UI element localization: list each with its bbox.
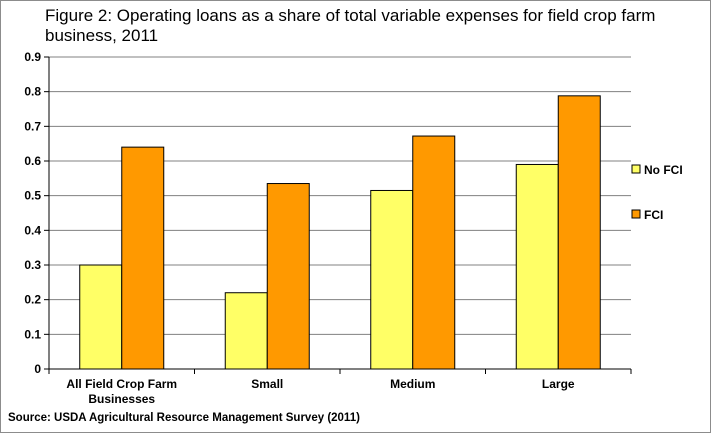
- y-tick-label: 0.8: [24, 85, 41, 99]
- source-note: Source: USDA Agricultural Resource Manag…: [8, 412, 360, 424]
- x-category-labels: All Field Crop Farm Businesses Small Medium…: [66, 377, 575, 406]
- y-tick-label: 0: [34, 362, 41, 376]
- bar: [557, 95, 601, 370]
- x-category-label-line: Medium: [390, 377, 435, 391]
- legend-label: No FCI: [644, 163, 683, 177]
- y-tick-label: 0.5: [24, 189, 41, 203]
- y-tick-label: 0.7: [24, 119, 41, 133]
- y-tick-labels: 0 0.1 0.2 0.3 0.4 0.5 0.6 0.7 0.8 0.9: [24, 50, 41, 376]
- y-tick-label: 0.9: [24, 50, 41, 64]
- x-category-label: Small: [251, 377, 283, 391]
- bars: [79, 95, 601, 370]
- legend: No FCI FCI: [631, 163, 683, 222]
- x-category-label-line: Small: [251, 377, 283, 391]
- axes: [44, 56, 632, 374]
- bar: [121, 146, 165, 370]
- x-category-label-line: Businesses: [88, 392, 155, 406]
- bar: [515, 163, 559, 370]
- x-category-label-line: All Field Crop Farm: [66, 377, 177, 391]
- bar: [79, 264, 123, 370]
- y-tick-label: 0.6: [24, 154, 41, 168]
- chart-title: Figure 2: Operating loans as a share of …: [45, 6, 656, 45]
- legend-swatch: [631, 164, 641, 174]
- legend-label: FCI: [644, 208, 663, 222]
- y-tick-label: 0.4: [24, 223, 41, 237]
- x-category-label: Medium: [390, 377, 435, 391]
- y-tick-label: 0.1: [24, 327, 41, 341]
- bar: [266, 183, 310, 370]
- x-category-label-line: Large: [542, 377, 575, 391]
- y-tick-label: 0.2: [24, 293, 41, 307]
- bar: [224, 292, 268, 370]
- bar: [412, 135, 456, 370]
- legend-swatch: [631, 209, 641, 219]
- bar: [370, 189, 414, 370]
- x-category-label: All Field Crop Farm Businesses: [66, 377, 177, 406]
- x-category-label: Large: [542, 377, 575, 391]
- y-tick-label: 0.3: [24, 258, 41, 272]
